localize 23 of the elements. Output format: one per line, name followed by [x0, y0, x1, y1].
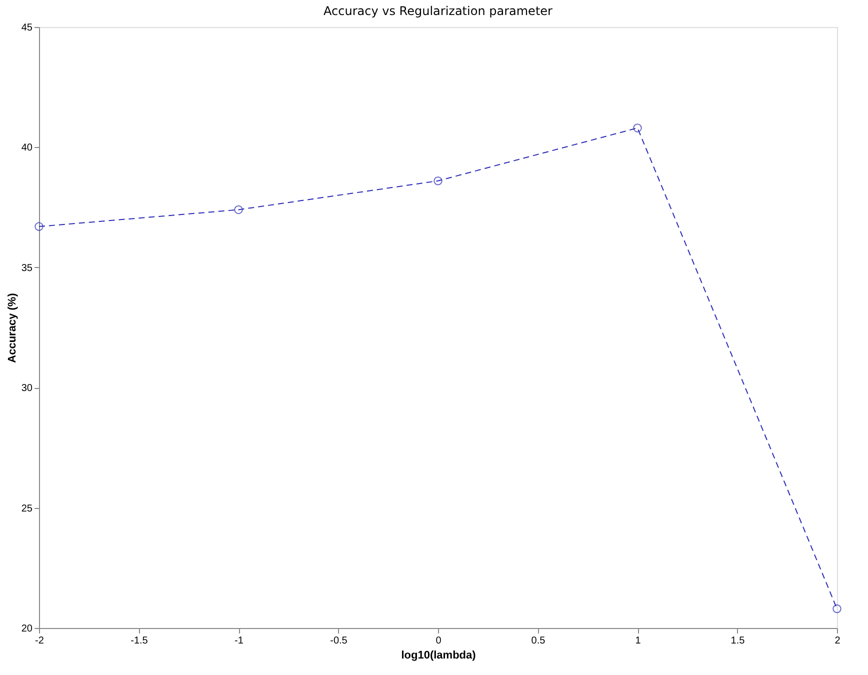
y-tick-label: 40 [21, 142, 33, 154]
x-tick-label: 1 [635, 636, 642, 646]
x-tick-label: -2 [35, 636, 44, 646]
point [434, 176, 442, 186]
point [234, 205, 243, 214]
chart-title: Accuracy vs Regularization parameter [324, 4, 553, 18]
y-tick-label: 20 [21, 624, 33, 634]
point [832, 604, 842, 614]
y-tick-label: 45 [21, 22, 33, 34]
x-tick-label: -0.5 [330, 636, 348, 646]
x-tick-label: 1.5 [730, 636, 746, 646]
point [633, 124, 642, 132]
x-tick-label: -1.5 [130, 636, 148, 646]
x-tick-label: 2 [834, 636, 841, 646]
x-tick-label: -1 [234, 636, 244, 646]
y-tick-label: 30 [21, 383, 33, 394]
y-axis-title: Accuracy (%) [6, 292, 18, 363]
x-tick-label: 0 [436, 636, 442, 646]
y-tick-label: 25 [21, 503, 33, 514]
point [34, 222, 44, 231]
x-tick-label: 0.5 [531, 636, 546, 646]
y-tick-label: 35 [21, 262, 33, 274]
x-axis-title: log10(lambda) [401, 650, 476, 662]
